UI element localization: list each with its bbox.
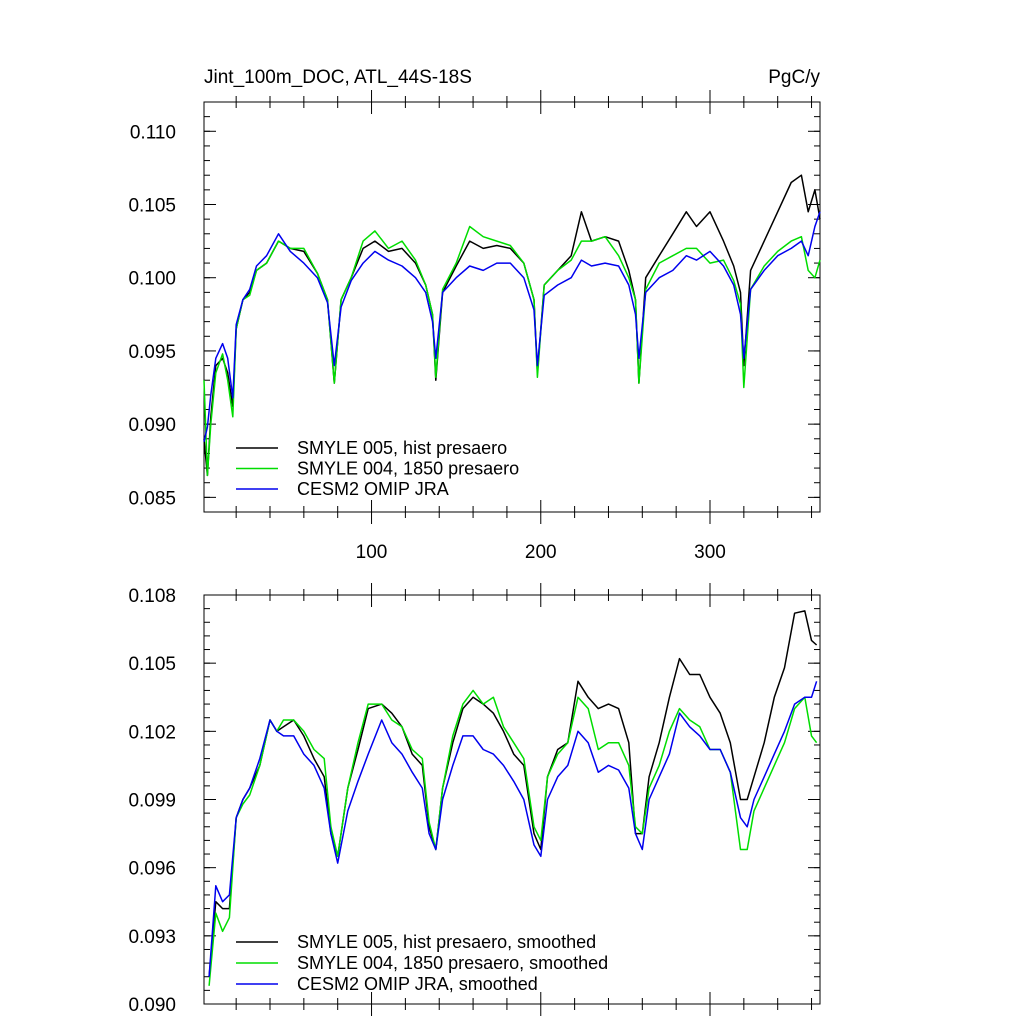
y-tick-label: 0.093 [128, 927, 176, 948]
bottom-panel: 0.090 0.093 0.096 0.099 0.102 0.105 0.108 SMYL… [128, 583, 821, 1016]
y-tick-label: 0.085 [128, 488, 176, 509]
legend-label-1: SMYLE 005, hist presaero [297, 438, 507, 458]
series-line-3 [208, 681, 818, 977]
series-line-3 [203, 211, 821, 442]
y-tick-label: 0.105 [128, 196, 176, 217]
y-tick-label: 0.090 [128, 995, 176, 1016]
series-line-2 [203, 225, 821, 477]
top-panel-units: PgC/y [768, 67, 820, 88]
y-tick-label: 0.108 [128, 586, 176, 607]
x-tick-label: 100 [356, 542, 388, 563]
bottom-panel-axes: 0.090 0.093 0.096 0.099 0.102 0.105 0.108 [128, 583, 821, 1016]
legend-label-3: CESM2 OMIP JRA, smoothed [297, 974, 538, 994]
y-tick-label: 0.090 [128, 415, 176, 436]
legend-label-1: SMYLE 005, hist presaero, smoothed [297, 932, 596, 952]
y-tick-label: 0.105 [128, 654, 176, 675]
legend-label-2: SMYLE 004, 1850 presaero, smoothed [297, 953, 608, 973]
bottom-panel-legend: SMYLE 005, hist presaero, smoothedSMYLE … [236, 932, 608, 994]
y-tick-label: 0.110 [130, 122, 176, 143]
x-tick-label: 200 [525, 542, 557, 563]
y-tick-label: 0.096 [128, 859, 176, 880]
top-panel-series [203, 174, 821, 477]
top-panel: Jint_100m_DOC, ATL_44S-18S PgC/y 0.0850.… [128, 67, 821, 563]
bottom-panel-series [208, 610, 818, 986]
top-panel-axes: 0.085 0.090 0.095 0.100 0.105 0.110 100 200 300 [128, 90, 821, 563]
y-tick-label: 0.100 [128, 269, 176, 290]
x-tick-label: 300 [694, 542, 726, 563]
y-tick-label: 0.099 [128, 791, 176, 812]
top-panel-title: Jint_100m_DOC, ATL_44S-18S [204, 67, 472, 88]
y-tick-label: 0.095 [128, 342, 176, 363]
y-tick-label: 0.102 [128, 722, 176, 743]
legend-label-2: SMYLE 004, 1850 presaero [297, 459, 519, 479]
legend-label-3: CESM2 OMIP JRA [297, 479, 449, 499]
